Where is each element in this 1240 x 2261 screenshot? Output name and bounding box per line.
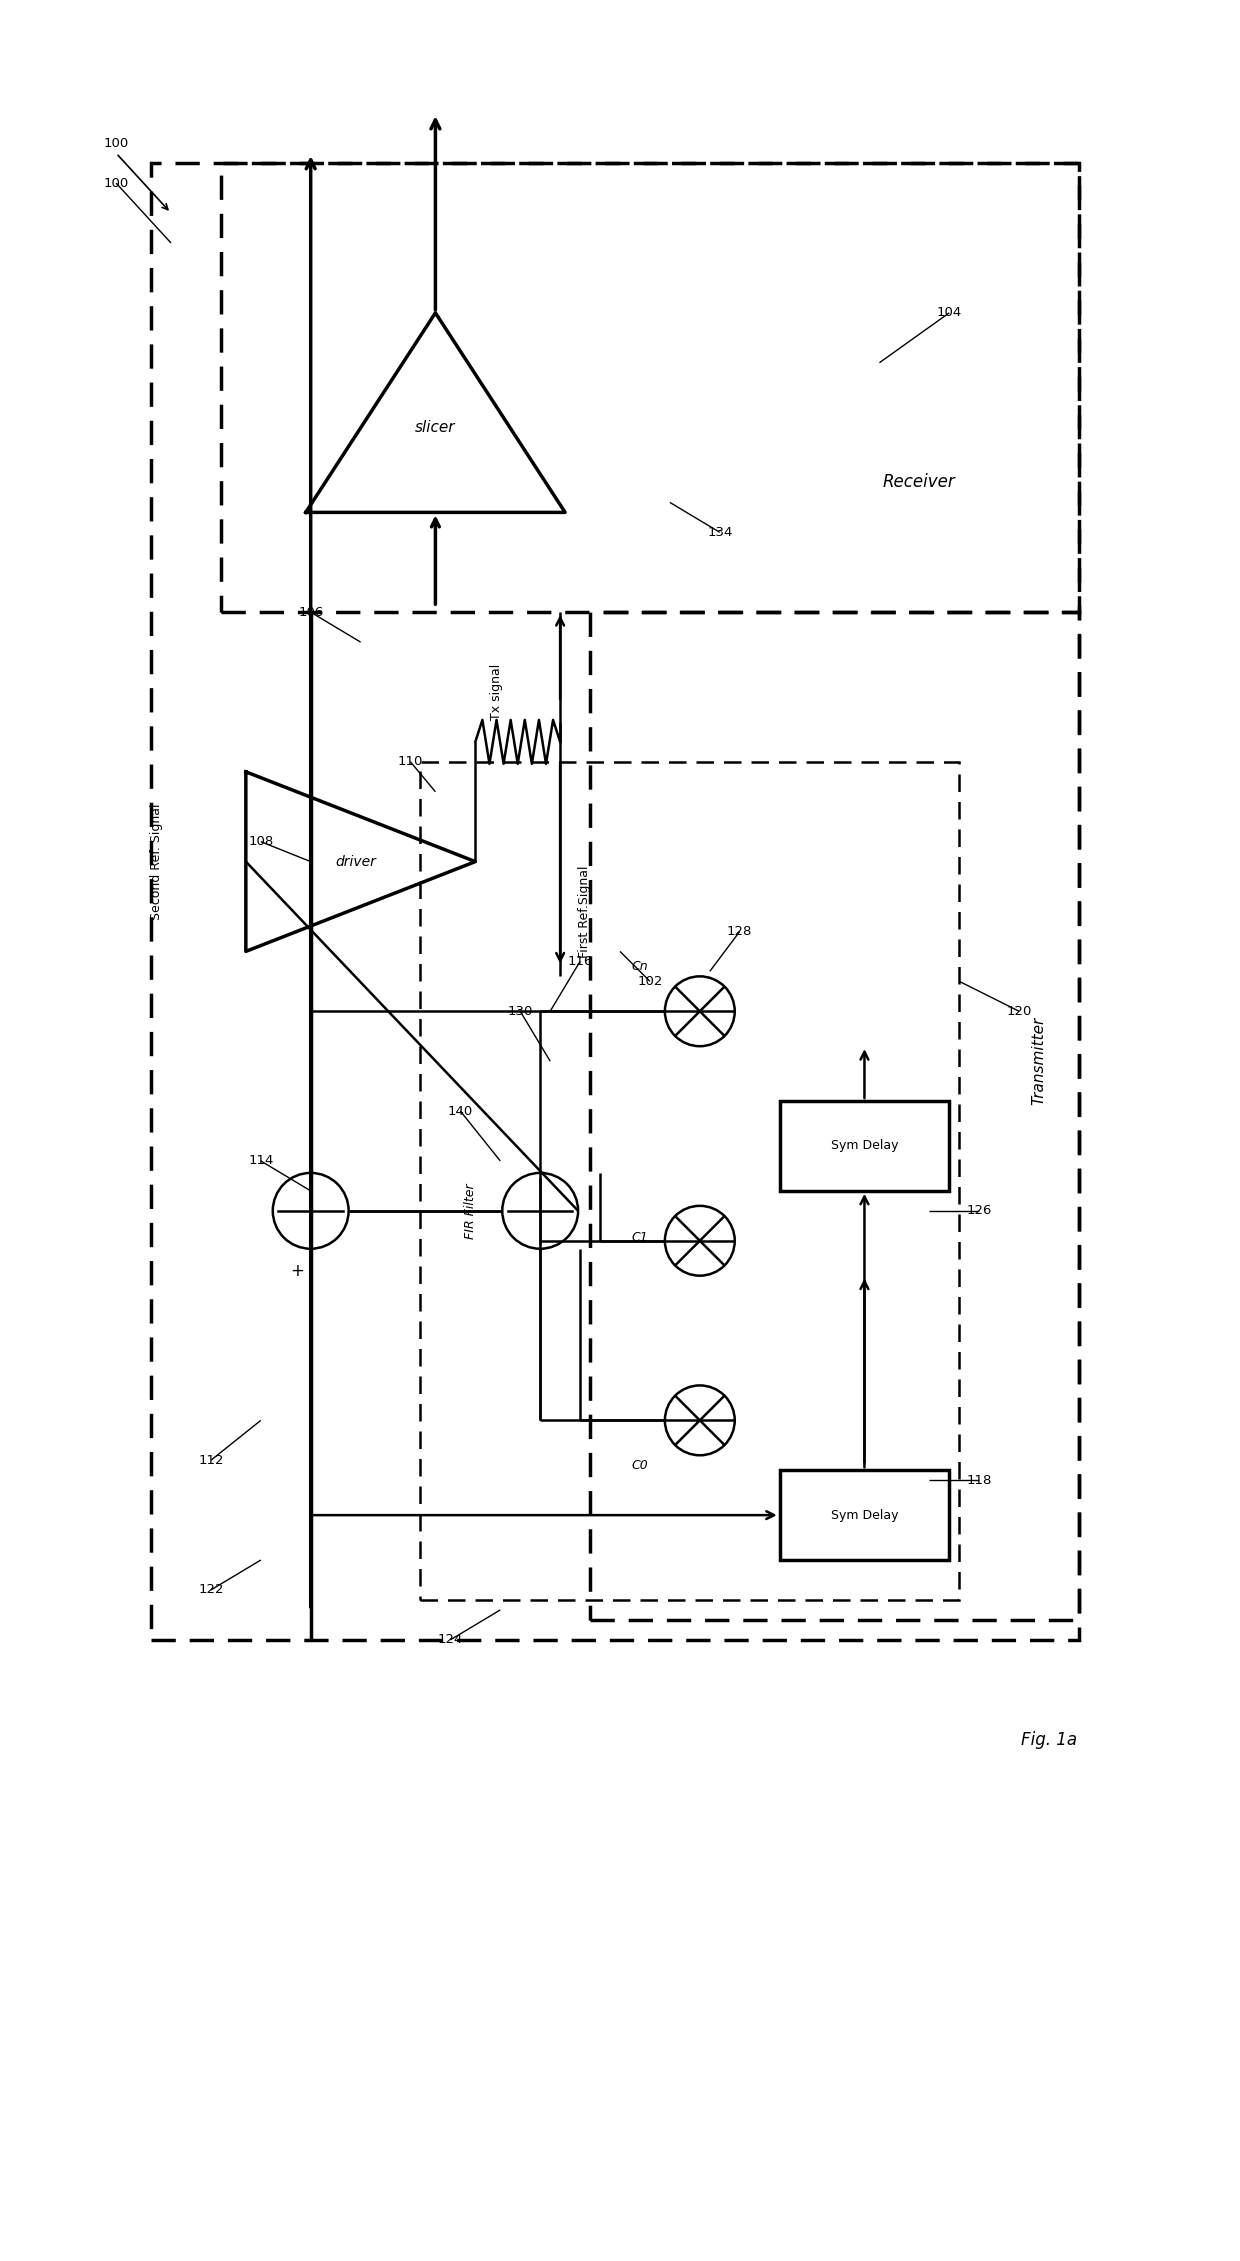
Text: 106: 106 <box>298 606 324 620</box>
Text: 130: 130 <box>507 1004 533 1017</box>
Text: 112: 112 <box>198 1454 223 1467</box>
Text: Fig. 1a: Fig. 1a <box>1021 1730 1078 1748</box>
Text: 116: 116 <box>568 954 593 968</box>
Text: 120: 120 <box>1007 1004 1032 1017</box>
Text: 104: 104 <box>936 305 962 319</box>
Text: 100: 100 <box>103 176 129 190</box>
Text: 122: 122 <box>198 1583 223 1596</box>
Bar <box>590 613 1079 1619</box>
Text: 100: 100 <box>103 136 129 149</box>
Text: 126: 126 <box>966 1205 992 1216</box>
Text: 128: 128 <box>727 925 753 938</box>
Text: Tx signal: Tx signal <box>490 665 503 719</box>
Bar <box>780 1470 950 1560</box>
Text: 134: 134 <box>707 527 733 538</box>
Text: +: + <box>290 1262 304 1280</box>
Text: 110: 110 <box>398 755 423 769</box>
Bar <box>151 163 1079 1639</box>
Text: Sym Delay: Sym Delay <box>831 1140 898 1153</box>
Text: 114: 114 <box>248 1155 274 1167</box>
Text: 124: 124 <box>438 1632 463 1646</box>
Text: Transmitter: Transmitter <box>1032 1017 1047 1106</box>
Text: 102: 102 <box>637 974 662 988</box>
Text: C0: C0 <box>631 1458 649 1472</box>
Text: FIR Filter: FIR Filter <box>464 1183 477 1239</box>
Text: Cn: Cn <box>631 961 649 972</box>
Text: slicer: slicer <box>415 421 455 434</box>
Text: Second Ref. Signal: Second Ref. Signal <box>150 803 162 920</box>
Text: driver: driver <box>335 855 376 868</box>
Text: Receiver: Receiver <box>883 473 956 491</box>
Text: 140: 140 <box>448 1106 472 1117</box>
Bar <box>221 163 1079 613</box>
Text: 108: 108 <box>248 834 274 848</box>
Bar <box>420 762 960 1601</box>
Text: Sym Delay: Sym Delay <box>831 1508 898 1522</box>
Text: First Ref.Signal: First Ref.Signal <box>578 866 591 959</box>
Text: C1: C1 <box>631 1232 649 1244</box>
Bar <box>780 1101 950 1192</box>
Text: 118: 118 <box>966 1474 992 1488</box>
